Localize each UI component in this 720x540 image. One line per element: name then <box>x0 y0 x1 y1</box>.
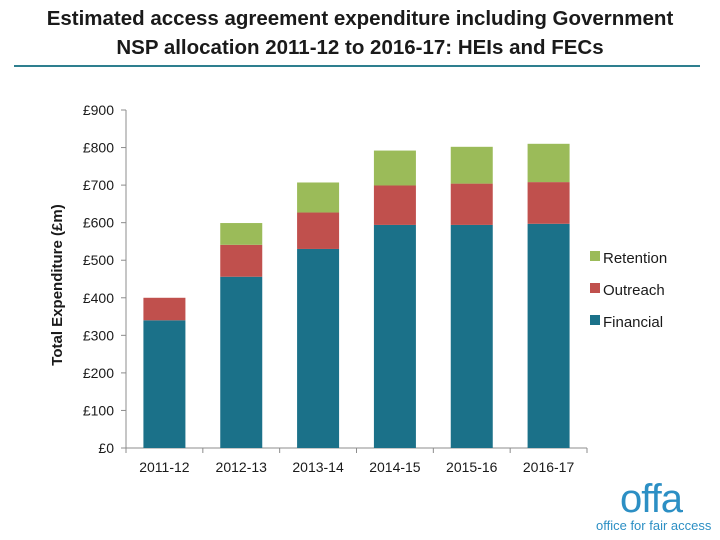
bar-segment-retention-2015-16 <box>450 146 493 184</box>
chart-legend: Retention Outreach Financial <box>590 250 667 331</box>
chart-bars <box>143 143 570 448</box>
x-tick-label: 2013-14 <box>292 459 344 475</box>
x-tick-label: 2011-12 <box>139 459 190 475</box>
y-tick-label: £0 <box>98 440 114 456</box>
bar-segment-outreach-2011-12 <box>143 297 186 321</box>
bar-segment-retention-2013-14 <box>297 182 340 213</box>
legend-label-outreach: Outreach <box>603 282 665 299</box>
logo-tagline: office for fair access <box>596 518 712 533</box>
bar-segment-outreach-2016-17 <box>527 182 570 224</box>
legend-swatch-outreach <box>590 283 600 293</box>
x-tick-label: 2016-17 <box>523 459 575 475</box>
bar-segment-financial-2011-12 <box>143 320 186 448</box>
bar-segment-financial-2016-17 <box>527 223 570 448</box>
legend-swatch-financial <box>590 315 600 325</box>
bar-segment-financial-2013-14 <box>297 248 340 448</box>
legend-label-retention: Retention <box>603 250 667 267</box>
chart-axes <box>121 109 588 453</box>
slide-title-line-2: NSP allocation 2011-12 to 2016-17: HEIs … <box>116 36 604 59</box>
x-tick-label: 2014-15 <box>369 459 421 475</box>
logo-wordmark: offa <box>620 477 683 521</box>
slide-title-line-1: Estimated access agreement expenditure i… <box>46 7 674 30</box>
bar-segment-financial-2014-15 <box>373 224 416 448</box>
bar-segment-outreach-2014-15 <box>373 185 416 225</box>
y-tick-label: £700 <box>83 177 114 193</box>
slide-title: Estimated access agreement expenditure i… <box>0 4 720 62</box>
bar-segment-outreach-2015-16 <box>450 183 493 225</box>
bar-segment-retention-2012-13 <box>220 223 263 245</box>
bar-segment-retention-2016-17 <box>527 143 570 183</box>
bar-segment-financial-2012-13 <box>220 276 263 448</box>
y-tick-label: £300 <box>83 327 114 343</box>
y-axis-label: Total Expenditure (£m) <box>49 204 66 365</box>
y-tick-label: £100 <box>83 402 114 418</box>
y-tick-label: £500 <box>83 252 114 268</box>
title-divider <box>14 65 700 67</box>
y-tick-label: £400 <box>83 290 114 306</box>
x-tick-label: 2012-13 <box>216 459 268 475</box>
y-tick-label: £200 <box>83 365 114 381</box>
legend-label-financial: Financial <box>603 314 663 331</box>
bar-segment-financial-2015-16 <box>450 224 493 448</box>
bar-segment-retention-2014-15 <box>373 150 416 186</box>
bar-segment-outreach-2012-13 <box>220 244 263 277</box>
legend-swatch-retention <box>590 251 600 261</box>
x-tick-labels: 2011-12 2012-13 2013-14 2014-15 2015-16 2016-… <box>139 459 574 475</box>
bar-segment-outreach-2013-14 <box>297 212 340 249</box>
x-tick-label: 2015-16 <box>446 459 498 475</box>
y-tick-labels: £0 £100 £200 £300 £400 £500 £600 £700 £800 £900 <box>83 102 114 456</box>
y-tick-label: £900 <box>83 102 114 118</box>
y-tick-label: £800 <box>83 140 114 156</box>
y-tick-label: £600 <box>83 215 114 231</box>
offa-logo: offa office for fair access <box>596 477 720 534</box>
